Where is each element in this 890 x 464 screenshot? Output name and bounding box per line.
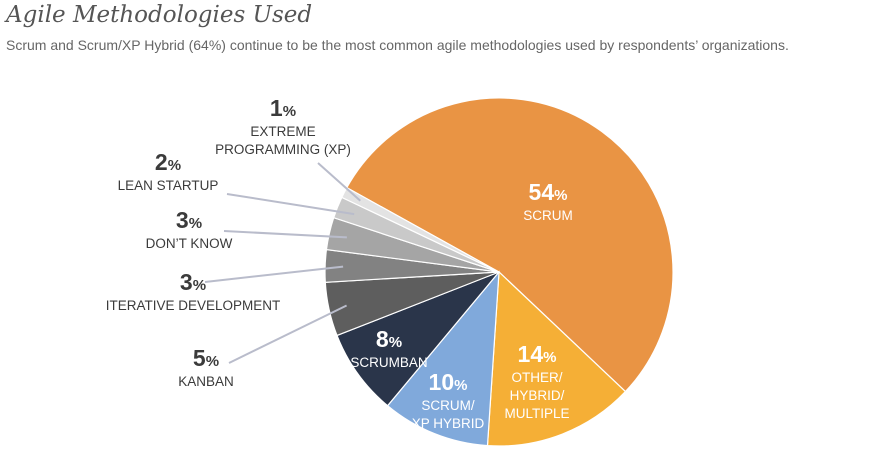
pie-slice-scrum	[346, 97, 674, 393]
chart-subtitle: Scrum and Scrum/XP Hybrid (64%) continue…	[6, 37, 789, 53]
leader-line-don-t-know	[223, 230, 347, 239]
category-label-kanban: KANBAN	[178, 374, 234, 389]
leader-lines	[204, 162, 361, 364]
category-label-iterative-development: ITERATIVE DEVELOPMENT	[106, 298, 281, 313]
leader-line-extreme-programming-xp	[317, 162, 361, 202]
value-label-iterative-development: 3%	[180, 269, 206, 295]
leader-line-iterative-development	[204, 265, 344, 283]
pie-slices	[324, 97, 674, 447]
value-label-lean-startup: 2%	[155, 149, 181, 175]
category-label-don-t-know: DON’T KNOW	[146, 236, 233, 251]
pie-slice-scrum-xp-hybrid	[386, 270, 500, 447]
value-label-scrum: 54%	[529, 179, 568, 205]
category-label-extreme-programming-xp: EXTREME PROGRAMMING (XP)	[215, 124, 351, 157]
value-label-extreme-programming-xp: 1%	[270, 95, 296, 121]
value-label-don-t-know: 3%	[176, 207, 202, 233]
category-label-other-hybrid-multiple: OTHER/HYBRID/MULTIPLE	[504, 370, 569, 421]
value-label-scrum-xp-hybrid: 10%	[429, 369, 468, 395]
slice-labels: 54%SCRUM14%OTHER/HYBRID/MULTIPLE10%SCRUM…	[106, 95, 573, 431]
chart-title: Agile Methodologies Used	[6, 2, 313, 28]
category-label-scrum-xp-hybrid: SCRUM/XP HYBRID	[412, 398, 485, 431]
value-label-scrumban: 8%	[376, 326, 402, 352]
leader-line-kanban	[228, 304, 348, 364]
category-label-scrum: SCRUM	[523, 208, 573, 223]
value-label-other-hybrid-multiple: 14%	[518, 341, 557, 367]
value-label-kanban: 5%	[193, 345, 219, 371]
category-label-scrumban: SCRUMBAN	[350, 355, 427, 370]
pie-slice-other-hybrid-multiple	[486, 270, 627, 447]
category-label-lean-startup: LEAN STARTUP	[118, 178, 219, 193]
leader-line-lean-startup	[226, 193, 355, 216]
